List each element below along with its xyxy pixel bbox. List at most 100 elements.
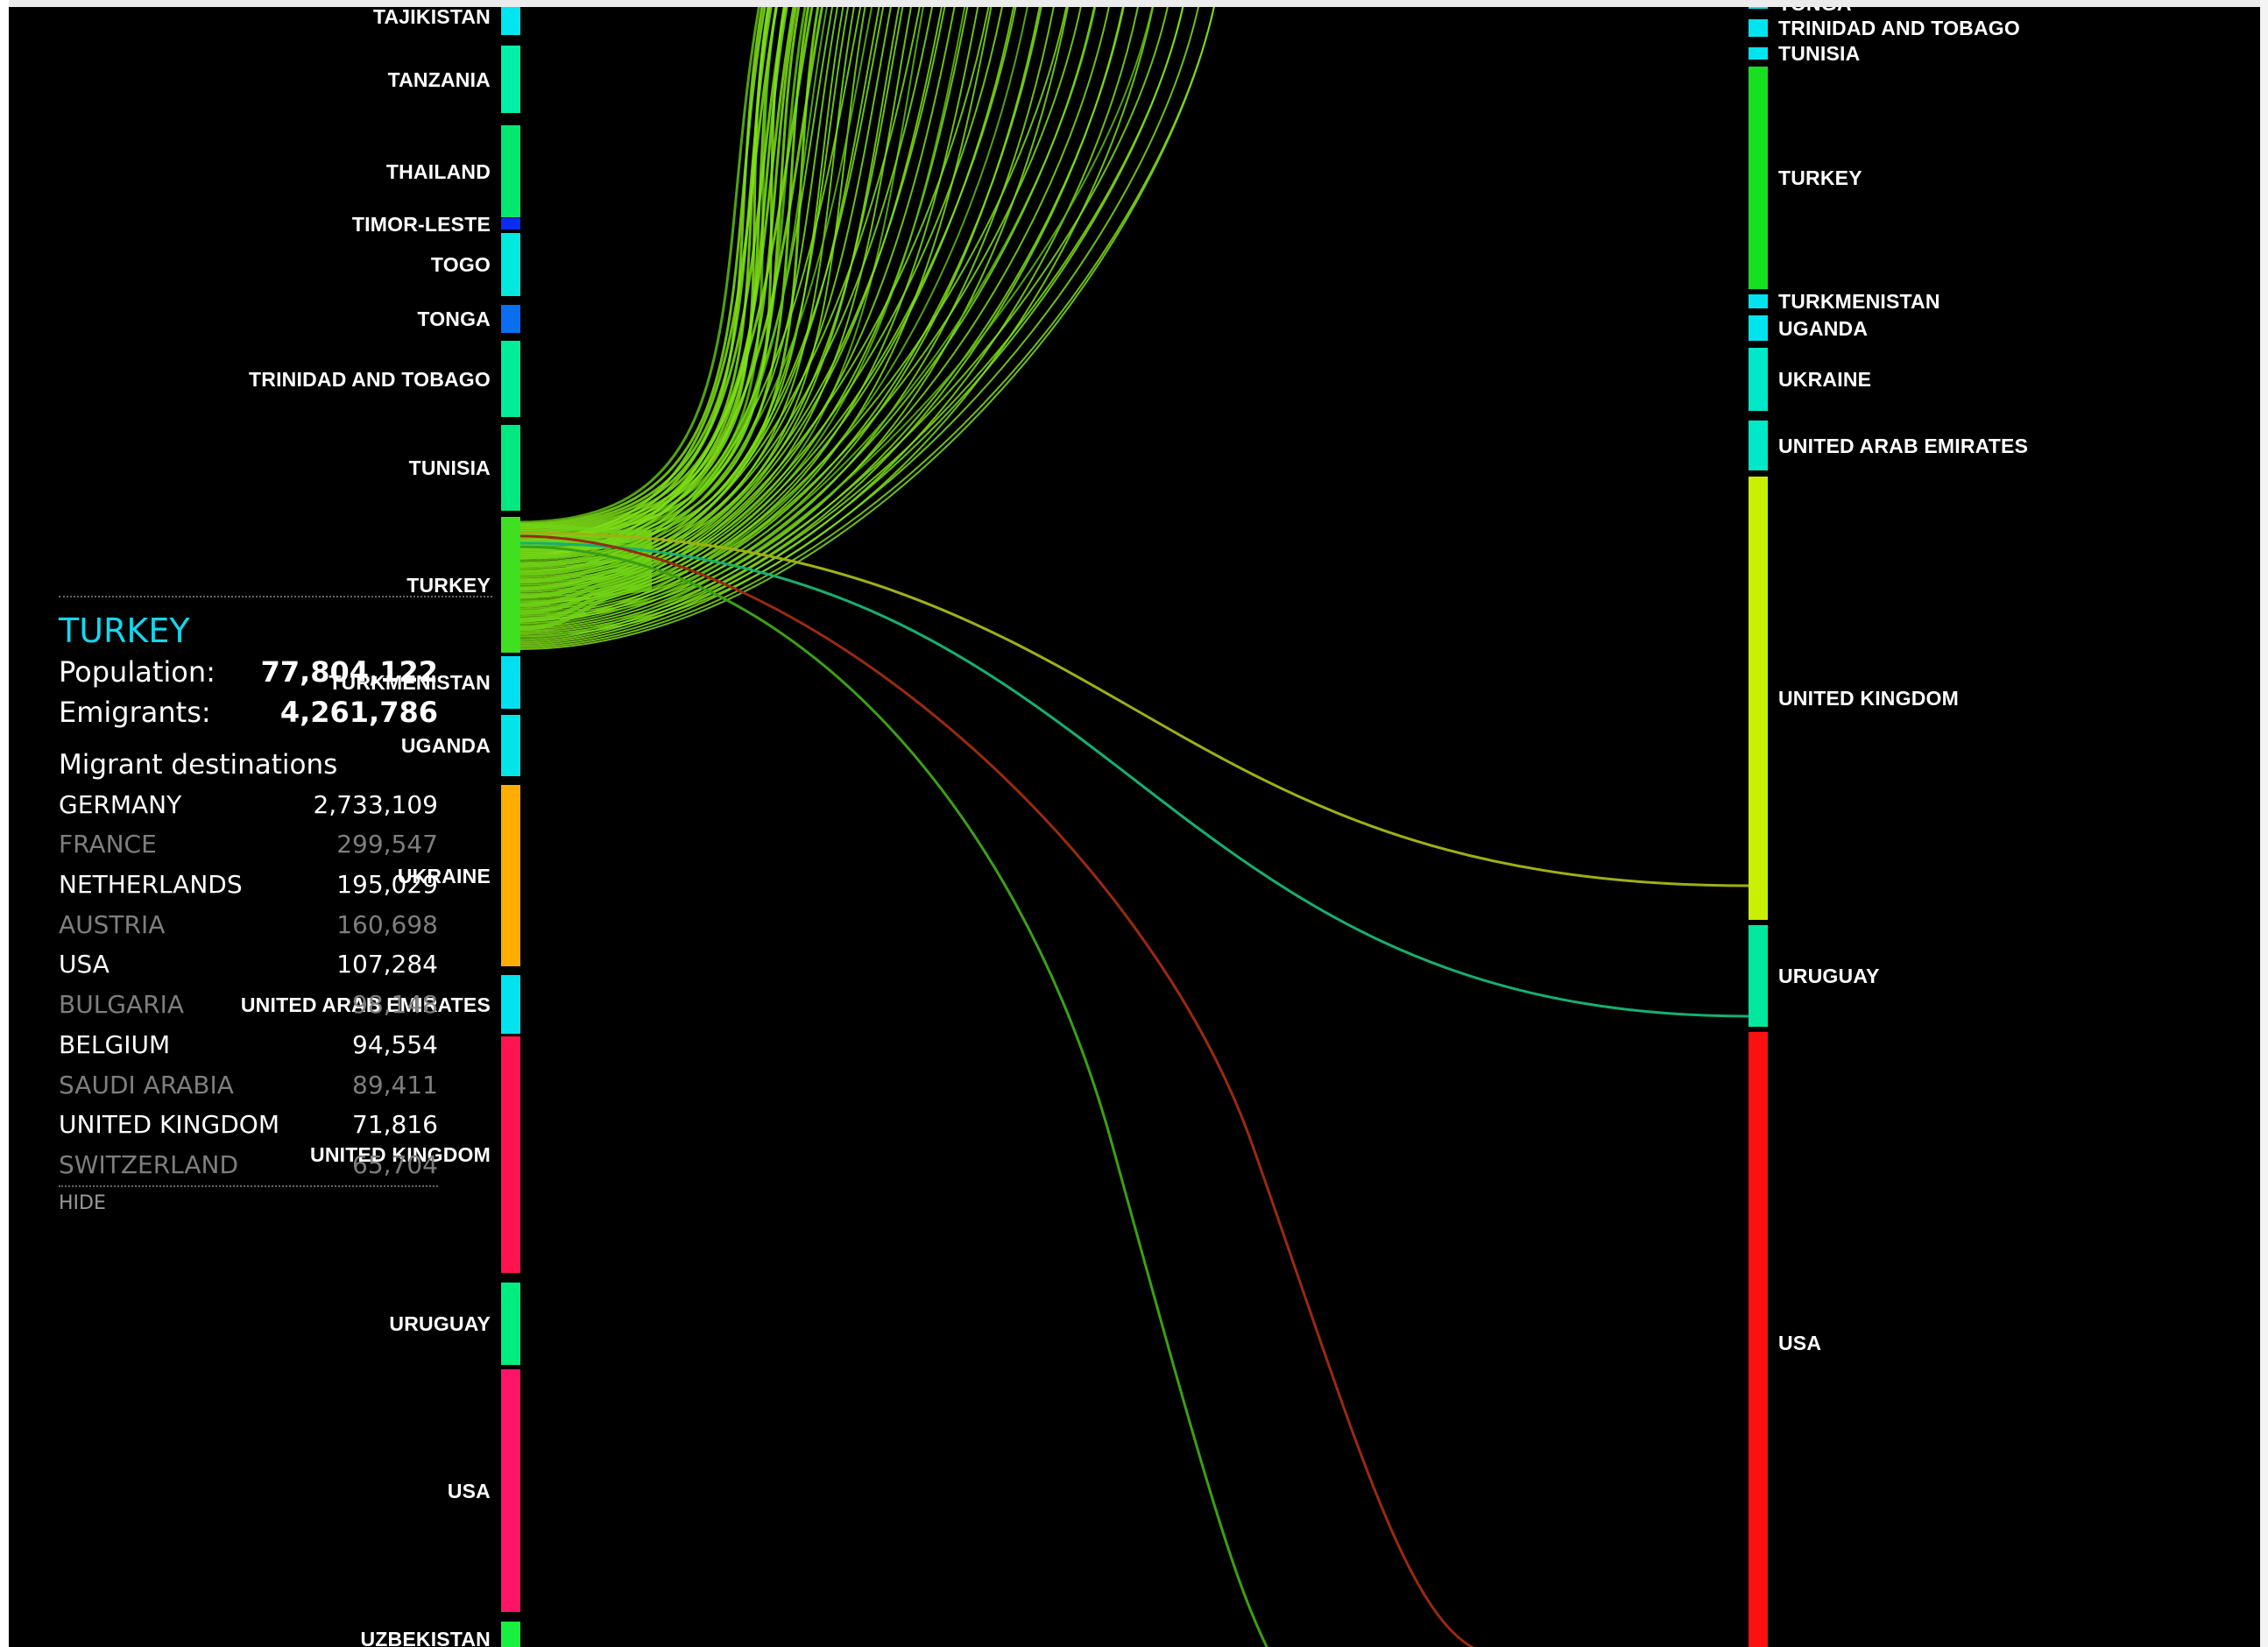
destination-label-turkmenistan[interactable]: TURKMENISTAN: [1778, 290, 1940, 313]
emigrants-row: Emigrants: 4,261,786: [59, 692, 438, 732]
destination-label-trinidad-and-tobago[interactable]: TRINIDAD AND TOBAGO: [1778, 17, 2020, 39]
flow-source-bundle: [519, 583, 653, 623]
destination-label-turkey[interactable]: TURKEY: [1778, 166, 1862, 189]
origin-label-uzbekistan[interactable]: UZBEKISTAN: [360, 1628, 491, 1647]
flow-curve-to-usa: [519, 534, 1475, 1647]
destination-label-tunisia[interactable]: TUNISIA: [1778, 42, 1861, 65]
destination-bar-turkmenistan[interactable]: [1749, 294, 1768, 308]
destination-name: FRANCE: [59, 830, 157, 859]
destination-value: 299,547: [336, 830, 438, 859]
flow-source-bundle: [519, 587, 653, 631]
origin-label-trinidad-and-tobago[interactable]: TRINIDAD AND TOBAGO: [249, 367, 491, 391]
destination-bar-turkey[interactable]: [1749, 67, 1768, 289]
origin-label-tunisia[interactable]: TUNISIA: [408, 456, 491, 479]
destination-bar-trinidad-and-tobago[interactable]: [1749, 19, 1768, 37]
destination-label-uganda[interactable]: UGANDA: [1778, 316, 1869, 340]
destination-bar-tonga[interactable]: [1749, 7, 1768, 9]
origin-bar-usa[interactable]: [501, 1369, 520, 1612]
flow-curve-upward: [519, 7, 1082, 625]
destination-label-united-arab-emirates[interactable]: UNITED ARAB EMIRATES: [1778, 434, 2029, 457]
origin-label-tanzania[interactable]: TANZANIA: [387, 67, 491, 91]
destination-bar-ukraine[interactable]: [1749, 348, 1768, 411]
flow-source-bundle: [519, 543, 653, 552]
origin-bar-tunisia[interactable]: [501, 425, 520, 511]
origin-label-united-kingdom[interactable]: UNITED KINGDOM: [310, 1143, 491, 1166]
origin-bar-timor-leste[interactable]: [501, 218, 520, 230]
flow-curve-upward: [519, 7, 1068, 623]
scrollbar-track[interactable]: [2260, 0, 2268, 1647]
destination-row: UNITED KINGDOM 71,816: [59, 1105, 438, 1145]
destination-label-uruguay[interactable]: URUGUAY: [1778, 965, 1880, 987]
flow-source-bundle: [519, 561, 653, 583]
flow-curve-upward: [519, 7, 1215, 650]
population-value: 77,804,122: [260, 654, 438, 689]
origin-bar-turkey[interactable]: [501, 517, 520, 653]
flow-curve-upward: [519, 7, 1095, 628]
country-info-panel: TURKEY Population: 77,804,122 Emigrants:…: [59, 596, 492, 1214]
migration-flow-diagram: TAJIKISTAN TANZANIA THAILAND TIMOR-LESTE TOG…: [9, 7, 2260, 1647]
destination-name: AUSTRIA: [59, 909, 166, 939]
destination-value: 195,029: [336, 870, 438, 899]
destination-bar-uruguay[interactable]: [1749, 925, 1768, 1027]
destination-name: SWITZERLAND: [59, 1149, 239, 1179]
flow-source-bundle: [519, 565, 653, 591]
flow-source-bundle: [519, 552, 653, 568]
flow-source-bundle: [519, 556, 653, 576]
origin-label-tonga[interactable]: TONGA: [417, 307, 491, 330]
hide-panel-link[interactable]: HIDE: [59, 1191, 106, 1214]
origin-bar-trinidad-and-tobago[interactable]: [501, 341, 520, 417]
flow-curve-upward: [519, 7, 778, 541]
destination-label-tonga[interactable]: TONGA: [1778, 7, 1852, 14]
emigrants-value: 4,261,786: [279, 695, 438, 729]
destination-bar-united-arab-emirates[interactable]: [1749, 421, 1768, 470]
destination-label-united-kingdom[interactable]: UNITED KINGDOM: [1778, 687, 1959, 710]
flow-source-bundle: [519, 569, 653, 599]
origin-label-thailand[interactable]: THAILAND: [385, 159, 491, 183]
destination-label-usa[interactable]: USA: [1778, 1332, 1822, 1354]
origin-bar-tanzania[interactable]: [501, 46, 520, 113]
destination-label-ukraine[interactable]: UKRAINE: [1778, 368, 1872, 391]
flow-curve-upward: [519, 7, 1154, 640]
origin-bar-uzbekistan[interactable]: [501, 1622, 520, 1647]
origin-label-timor-leste[interactable]: TIMOR-LESTE: [351, 212, 491, 236]
flow-curve-upward: [519, 7, 787, 542]
origin-bar-uruguay[interactable]: [501, 1283, 520, 1365]
origin-label-united-arab-emirates[interactable]: UNITED ARAB EMIRATES: [240, 993, 491, 1016]
origin-label-tajikistan[interactable]: TAJIKISTAN: [372, 7, 491, 28]
destination-row: SWITZERLAND 65,704: [59, 1145, 438, 1185]
population-row: Population: 77,804,122: [59, 652, 438, 692]
origin-label-turkmenistan[interactable]: TURKMENISTAN: [329, 671, 491, 694]
origin-label-uruguay[interactable]: URUGUAY: [389, 1312, 491, 1335]
window-left-border: [0, 0, 9, 1647]
flow-source-bundle: [519, 578, 653, 615]
origin-bar-thailand[interactable]: [501, 125, 520, 217]
origin-label-togo[interactable]: TOGO: [430, 253, 491, 276]
flow-curve-upward: [519, 7, 770, 535]
flow-curve-upward: [519, 7, 1199, 647]
origin-bar-tajikistan[interactable]: [501, 7, 520, 35]
origin-bar-togo[interactable]: [501, 233, 520, 296]
origin-label-ukraine[interactable]: UKRAINE: [397, 864, 491, 887]
population-label: Population:: [59, 654, 215, 689]
destination-row: SAUDI ARABIA 89,411: [59, 1065, 438, 1106]
origin-bar-tonga[interactable]: [501, 305, 520, 333]
origin-bar-turkmenistan[interactable]: [501, 656, 520, 709]
flow-curve-upward: [519, 7, 1215, 648]
destination-bar-uganda[interactable]: [1749, 315, 1768, 341]
origin-bar-united-kingdom[interactable]: [501, 1036, 520, 1273]
origin-bar-ukraine[interactable]: [501, 785, 520, 966]
origin-label-usa[interactable]: USA: [447, 1479, 491, 1502]
origin-bar-united-arab-emirates[interactable]: [501, 975, 520, 1034]
origin-bar-uganda[interactable]: [501, 715, 520, 776]
flow-source-bundle: [519, 574, 653, 607]
flow-curve-upward: [519, 7, 764, 529]
origin-label-uganda[interactable]: UGANDA: [400, 734, 491, 757]
destination-row: USA 107,284: [59, 944, 438, 985]
selected-country-title: TURKEY: [59, 611, 190, 650]
origin-label-turkey[interactable]: TURKEY: [406, 573, 491, 597]
destination-bar-united-kingdom[interactable]: [1749, 477, 1768, 920]
destination-bar-tunisia[interactable]: [1749, 47, 1768, 60]
destination-bar-usa[interactable]: [1749, 1032, 1768, 1647]
destination-row: BELGIUM 94,554: [59, 1025, 438, 1065]
flow-curve-to-united-kingdom: [519, 531, 1749, 887]
